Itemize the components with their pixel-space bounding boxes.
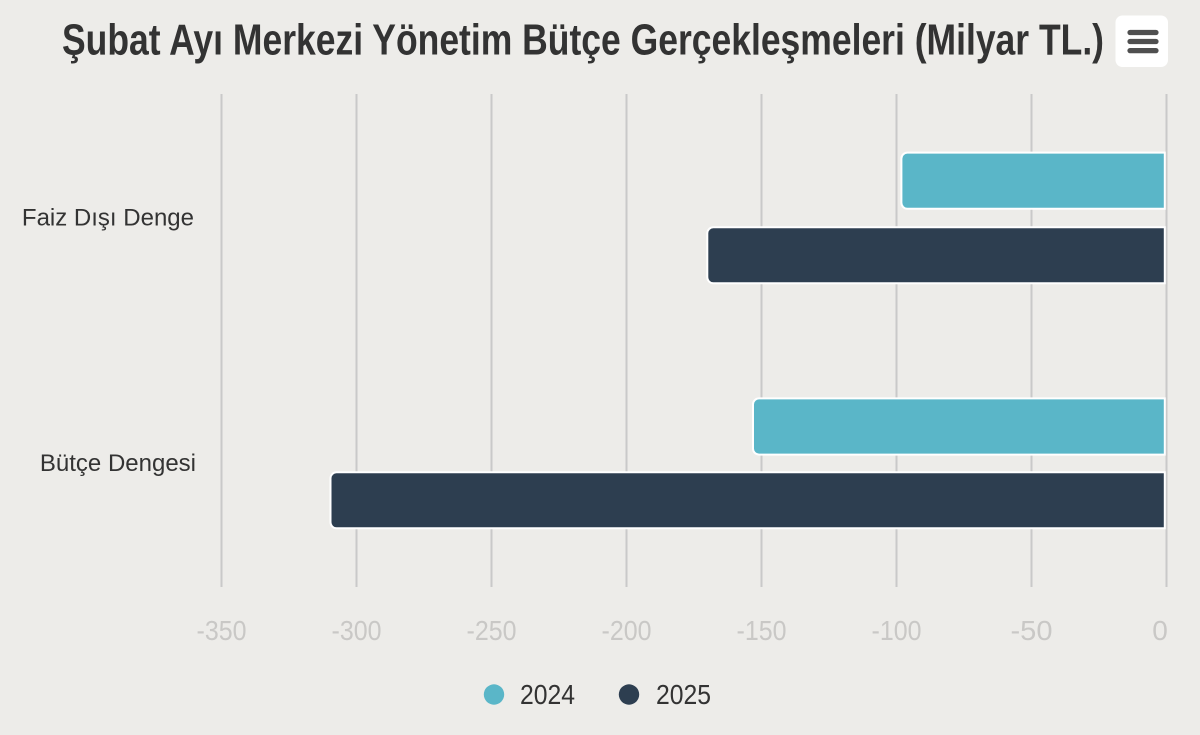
svg-text:2025: 2025 [656,679,711,710]
svg-text:-300: -300 [332,615,382,646]
svg-text:Bütçe Dengesi: Bütçe Dengesi [40,450,196,477]
svg-text:-150: -150 [737,615,787,646]
svg-text:-50: -50 [1011,615,1053,646]
svg-text:-100: -100 [872,615,922,646]
svg-text:Şubat Ayı Merkezi Yönetim Bütç: Şubat Ayı Merkezi Yönetim Bütçe Gerçekle… [62,17,1104,65]
svg-text:-200: -200 [602,615,652,646]
svg-text:0: 0 [1152,615,1168,646]
svg-text:Faiz Dışı Denge: Faiz Dışı Denge [22,205,194,232]
svg-text:-250: -250 [467,615,517,646]
svg-text:2024: 2024 [520,679,575,710]
svg-text:-350: -350 [197,615,247,646]
